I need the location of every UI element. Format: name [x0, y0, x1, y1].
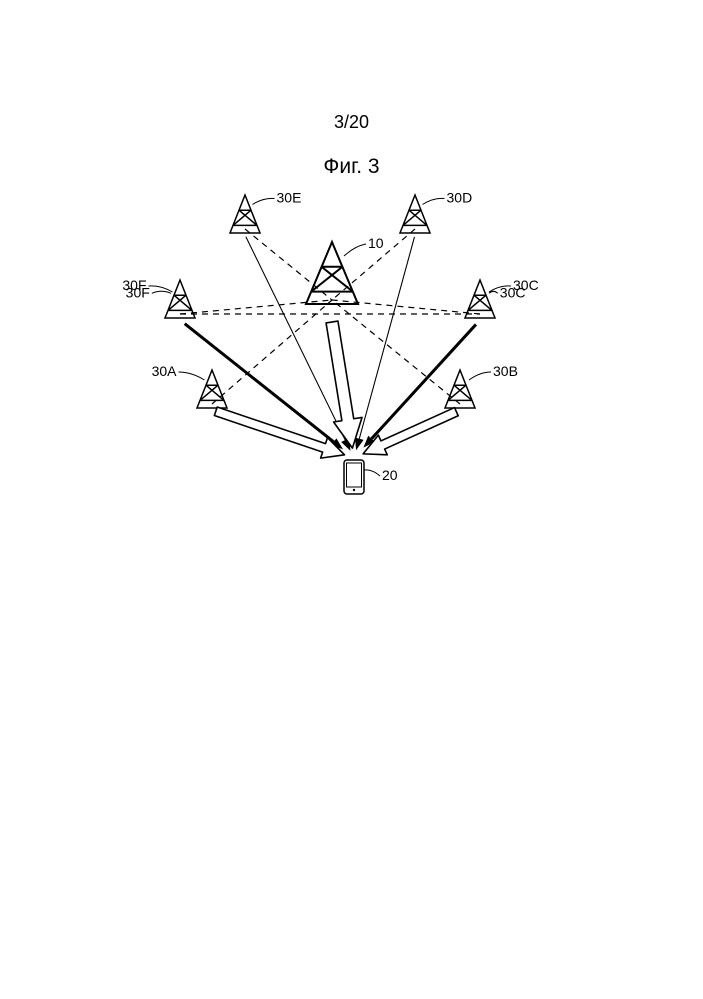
phone-icon [344, 460, 364, 494]
node-label: 30B [469, 363, 518, 380]
svg-text:30E: 30E [277, 190, 302, 206]
open-arrow [326, 321, 362, 448]
tower-icon [230, 195, 260, 233]
tower-icon [165, 280, 195, 318]
node-label: 30E [253, 190, 302, 206]
tower-icon [465, 280, 495, 318]
dashed-links [180, 229, 480, 404]
svg-text:30D: 30D [447, 190, 473, 206]
node-label: 30A [152, 363, 205, 380]
svg-text:20: 20 [382, 467, 398, 483]
solid-arrow [359, 237, 414, 439]
page-number: 3/20 [0, 112, 703, 133]
tower-icon [445, 370, 475, 408]
svg-text:10: 10 [368, 235, 384, 251]
node-label: 30C [489, 277, 539, 293]
svg-text:30A: 30A [152, 363, 178, 379]
node-label: 10 [344, 235, 384, 256]
svg-text:30C: 30C [513, 277, 539, 293]
svg-text:30B: 30B [493, 363, 518, 379]
open-arrow [214, 407, 344, 458]
node-label: 30D [423, 190, 473, 206]
tower-icon [400, 195, 430, 233]
tower-icon [197, 370, 227, 408]
node-label: 20 [364, 467, 398, 483]
solid-arrowhead [355, 438, 364, 451]
svg-text:30F: 30F [122, 277, 146, 293]
figure-label: Фиг. 3 [0, 155, 703, 179]
diagram-svg: 30E30D30F30C30F30C30A30B1020 [0, 0, 703, 999]
